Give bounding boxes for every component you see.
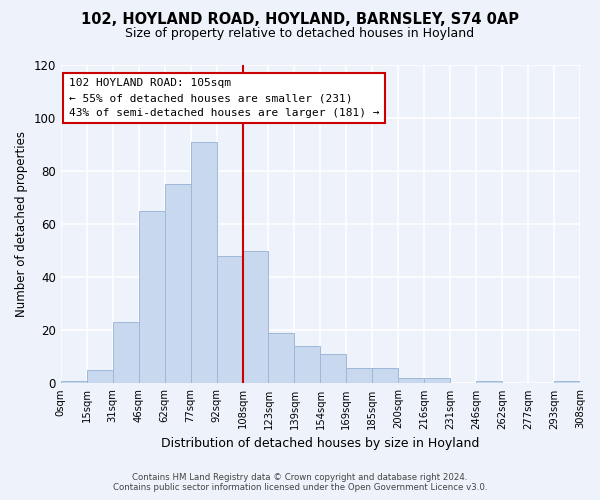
Text: 102, HOYLAND ROAD, HOYLAND, BARNSLEY, S74 0AP: 102, HOYLAND ROAD, HOYLAND, BARNSLEY, S7…: [81, 12, 519, 28]
X-axis label: Distribution of detached houses by size in Hoyland: Distribution of detached houses by size …: [161, 437, 479, 450]
Text: 102 HOYLAND ROAD: 105sqm
← 55% of detached houses are smaller (231)
43% of semi-: 102 HOYLAND ROAD: 105sqm ← 55% of detach…: [68, 78, 379, 118]
Bar: [113, 322, 139, 384]
Bar: [139, 211, 164, 384]
Bar: [268, 333, 295, 384]
Bar: [398, 378, 424, 384]
Bar: [295, 346, 320, 384]
Bar: [217, 256, 242, 384]
Bar: [191, 142, 217, 384]
Text: Size of property relative to detached houses in Hoyland: Size of property relative to detached ho…: [125, 28, 475, 40]
Text: Contains HM Land Registry data © Crown copyright and database right 2024.
Contai: Contains HM Land Registry data © Crown c…: [113, 473, 487, 492]
Bar: [554, 381, 580, 384]
Y-axis label: Number of detached properties: Number of detached properties: [15, 131, 28, 317]
Bar: [346, 368, 373, 384]
Bar: [476, 381, 502, 384]
Bar: [242, 251, 268, 384]
Bar: [164, 184, 191, 384]
Bar: [320, 354, 346, 384]
Bar: [424, 378, 450, 384]
Bar: [61, 381, 87, 384]
Bar: [373, 368, 398, 384]
Bar: [87, 370, 113, 384]
